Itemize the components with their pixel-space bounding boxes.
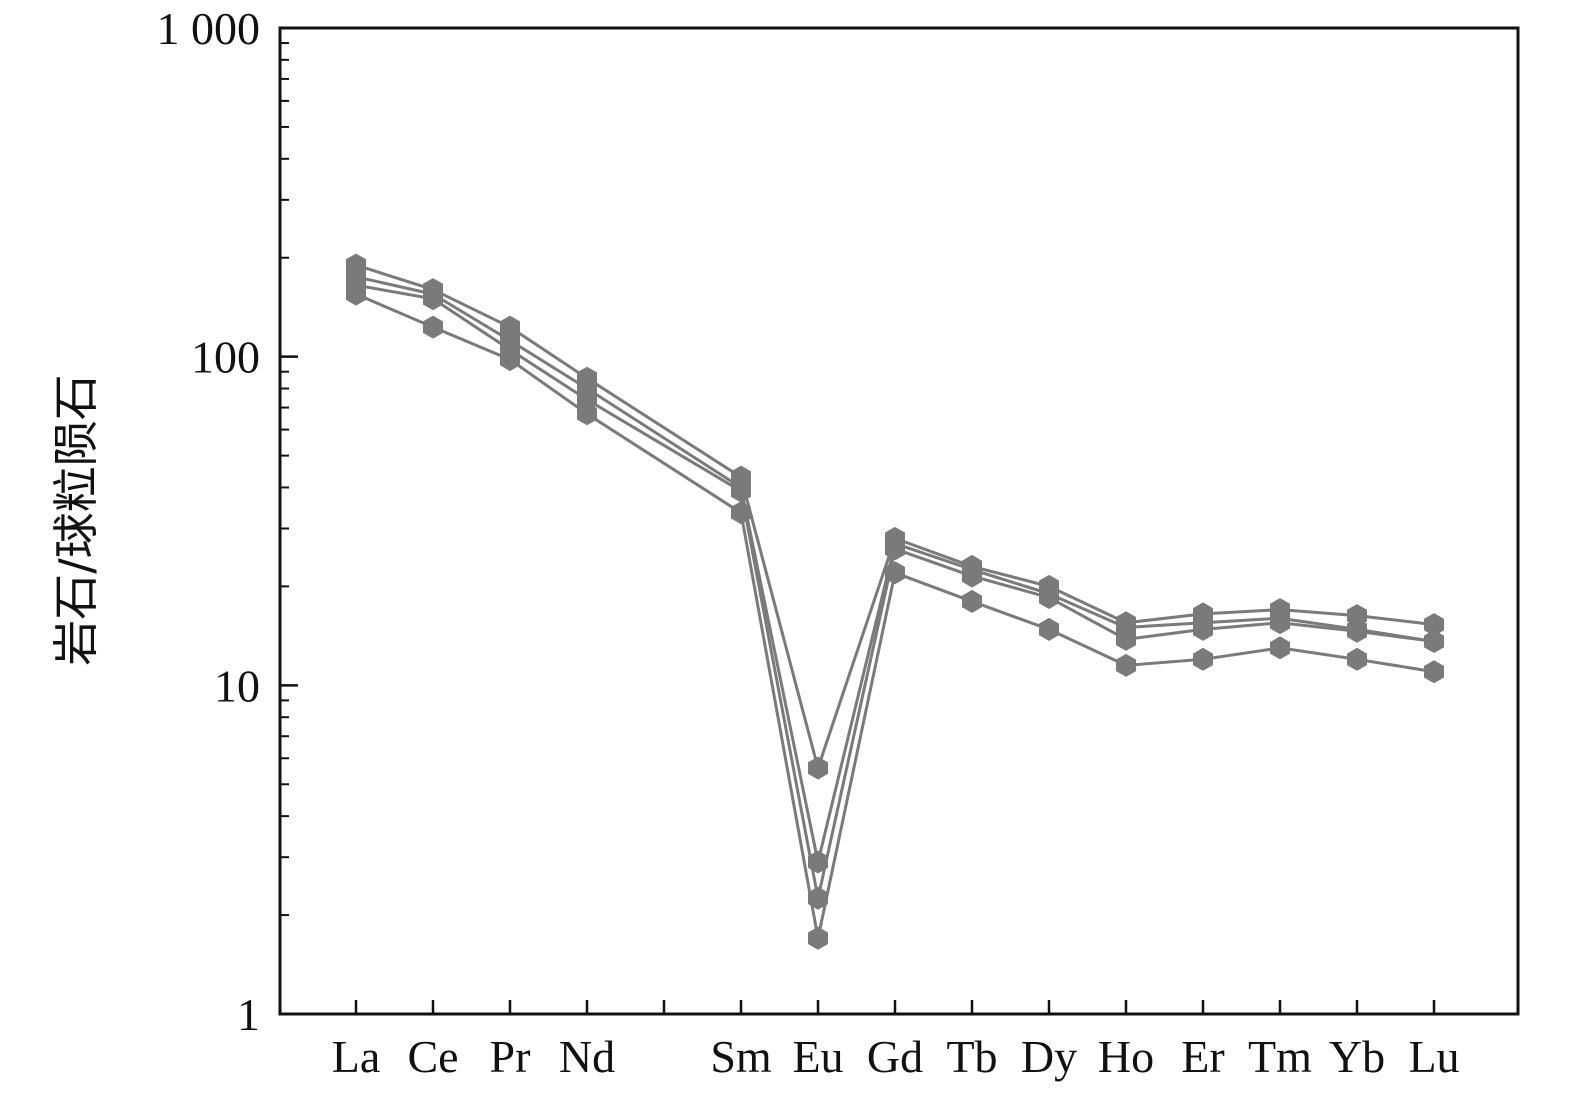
data-point-marker <box>1347 619 1367 643</box>
series-line <box>355 263 1435 770</box>
x-tick-label: Eu <box>792 1031 843 1082</box>
data-point-marker <box>577 402 597 426</box>
data-point-marker <box>1193 617 1213 641</box>
y-tick-label: 1 000 <box>157 3 261 54</box>
series-line <box>355 283 1435 900</box>
data-point-marker <box>1347 647 1367 671</box>
data-point-marker <box>1039 617 1059 641</box>
series-line <box>355 292 1435 940</box>
data-point-marker <box>962 589 982 613</box>
data-point-marker <box>500 348 520 372</box>
x-tick-label: Yb <box>1329 1031 1385 1082</box>
data-point-marker <box>423 287 443 311</box>
y-tick-label: 10 <box>214 660 260 711</box>
series-layer <box>346 253 1444 950</box>
data-point-marker <box>1424 629 1444 653</box>
data-point-marker <box>808 886 828 910</box>
data-point-marker <box>962 564 982 588</box>
y-tick-label: 100 <box>191 332 260 383</box>
plot-frame <box>278 26 1520 1016</box>
data-point-marker <box>808 926 828 950</box>
x-tick-label: Gd <box>867 1031 923 1082</box>
data-point-marker <box>1116 627 1136 651</box>
x-tick-label: Lu <box>1408 1031 1459 1082</box>
x-tick-label: Dy <box>1021 1031 1077 1082</box>
series-line <box>355 275 1435 864</box>
x-axis-ticks: La Ce Pr Nd Sm Eu Gd Tb Dy Ho Er Tm Yb Lu <box>332 1000 1460 1082</box>
x-tick-label: Nd <box>559 1031 615 1082</box>
data-point-marker <box>1270 636 1290 660</box>
x-tick-label: Er <box>1181 1031 1224 1082</box>
data-point-marker <box>885 537 905 561</box>
y-axis-title: 岩石/球粒陨石 <box>49 374 103 666</box>
data-point-marker <box>808 756 828 780</box>
data-point-marker <box>1116 653 1136 677</box>
x-tick-label: Ho <box>1098 1031 1154 1082</box>
data-point-marker <box>1424 613 1444 637</box>
x-tick-label: Pr <box>490 1031 531 1082</box>
data-point-marker <box>731 501 751 525</box>
data-point-marker <box>731 479 751 503</box>
x-tick-label: Ce <box>407 1031 458 1082</box>
data-point-marker <box>885 561 905 585</box>
data-point-marker <box>1039 586 1059 609</box>
data-point-marker <box>808 850 828 874</box>
data-point-marker <box>346 282 366 306</box>
x-tick-label: Tm <box>1248 1031 1312 1082</box>
y-tick-label: 1 <box>237 989 260 1040</box>
data-point-marker <box>423 315 443 339</box>
y-axis-ticks: 1 10 100 1 000 <box>157 3 298 1040</box>
data-point-marker <box>1424 660 1444 684</box>
x-tick-label: La <box>332 1031 381 1082</box>
data-point-marker <box>1270 611 1290 635</box>
data-point-marker <box>1193 647 1213 671</box>
x-tick-label: Tb <box>946 1031 997 1082</box>
x-tick-label: Sm <box>710 1031 772 1082</box>
